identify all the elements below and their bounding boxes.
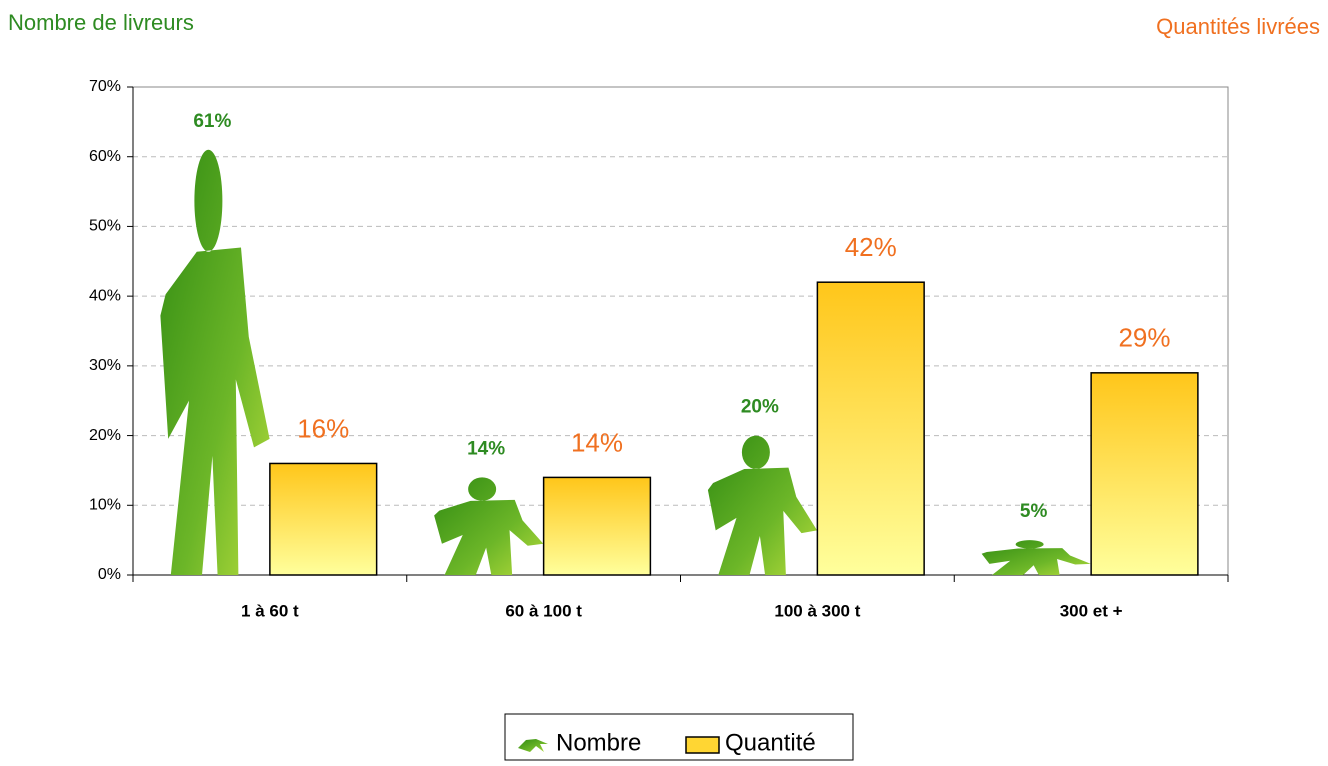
legend bbox=[504, 713, 854, 761]
bar bbox=[542, 476, 652, 576]
person-bar bbox=[434, 477, 544, 575]
bar bbox=[1090, 372, 1199, 576]
bar bbox=[816, 281, 925, 576]
data-label: 5% bbox=[1020, 501, 1048, 522]
legend-swatch bbox=[685, 736, 720, 754]
x-tick-label: 1 à 60 t bbox=[241, 601, 299, 620]
x-tick-label: 60 à 100 t bbox=[505, 601, 582, 620]
y-tick-label: 70% bbox=[89, 78, 121, 95]
y2-axis-title: Quantités livrées bbox=[1156, 14, 1320, 39]
x-tick-label: 100 à 300 t bbox=[774, 601, 860, 620]
legend-swatch bbox=[518, 739, 548, 752]
x-tick-label: 300 et + bbox=[1060, 601, 1123, 620]
data-label: 14% bbox=[571, 427, 623, 457]
legend-label: Quantité bbox=[725, 729, 816, 756]
data-label: 16% bbox=[297, 413, 349, 443]
y-tick-label: 50% bbox=[89, 218, 121, 235]
y-axis-title: Nombre de livreurs bbox=[8, 10, 194, 35]
y-tick-label: 20% bbox=[89, 427, 121, 444]
person-bar bbox=[160, 149, 270, 575]
y-tick-label: 0% bbox=[98, 566, 121, 583]
data-label: 29% bbox=[1118, 323, 1170, 353]
legend-label: Nombre bbox=[556, 729, 641, 756]
data-label: 20% bbox=[741, 397, 779, 418]
y-tick-label: 40% bbox=[89, 287, 121, 304]
person-bar bbox=[707, 435, 818, 575]
y-tick-label: 30% bbox=[89, 357, 121, 374]
data-label: 61% bbox=[193, 111, 231, 132]
y-tick-label: 60% bbox=[89, 148, 121, 165]
data-label: 42% bbox=[845, 232, 897, 262]
y-tick-label: 10% bbox=[89, 497, 121, 514]
person-bar bbox=[981, 540, 1091, 575]
data-label: 14% bbox=[467, 438, 505, 459]
bar bbox=[269, 462, 378, 576]
